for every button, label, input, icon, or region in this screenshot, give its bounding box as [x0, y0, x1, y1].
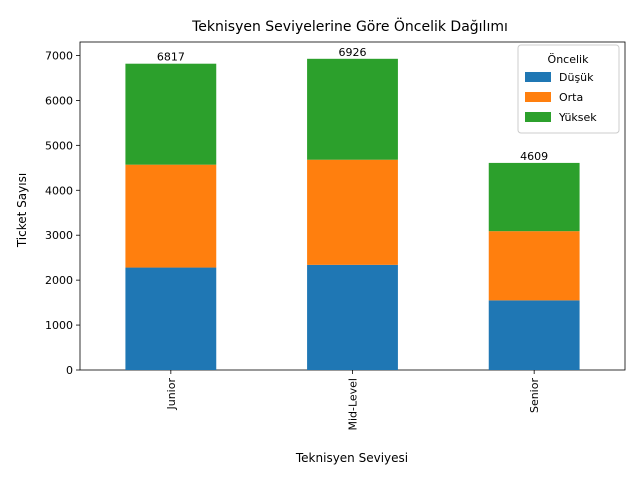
- y-tick-label: 6000: [45, 94, 73, 107]
- bar-mid-level-series-1: [307, 159, 398, 265]
- y-axis: 0 1000 2000 3000 4000 5000 6000 7000: [45, 49, 80, 377]
- x-tick-label: Junior: [165, 378, 178, 411]
- y-tick-label: 1000: [45, 319, 73, 332]
- y-tick-label: 2000: [45, 274, 73, 287]
- y-tick-label: 5000: [45, 139, 73, 152]
- total-labels: 6817 6926 4609: [157, 46, 548, 163]
- x-tick-label: Mid-Level: [347, 378, 360, 431]
- y-tick-label: 0: [66, 364, 73, 377]
- x-axis-label: Teknisyen Seviyesi: [295, 451, 408, 465]
- legend-items: Düşük Orta Yüksek: [525, 71, 597, 124]
- x-tick-label: Senior: [528, 378, 541, 414]
- bar-mid-level-series-2: [307, 58, 398, 160]
- y-axis-label: Ticket Sayısı: [15, 173, 29, 248]
- chart-title: Teknisyen Seviyelerine Göre Öncelik Dağı…: [191, 17, 508, 35]
- y-tick-label: 4000: [45, 184, 73, 197]
- legend-swatch: [525, 72, 551, 82]
- bars: [125, 58, 580, 370]
- bar-senior-series-1: [488, 231, 580, 301]
- legend-swatch: [525, 112, 551, 122]
- total-label: 6817: [157, 51, 185, 64]
- legend-title: Öncelik: [548, 53, 590, 66]
- bar-junior-series-1: [125, 164, 217, 268]
- bar-senior-series-0: [488, 300, 580, 370]
- total-label: 4609: [520, 150, 548, 163]
- legend-label: Yüksek: [558, 111, 597, 124]
- y-tick-label: 7000: [45, 49, 73, 62]
- legend-label: Düşük: [559, 71, 594, 84]
- legend-box: [517, 44, 620, 134]
- bar-junior-series-2: [125, 63, 217, 165]
- bar-junior-series-0: [125, 267, 217, 370]
- bar-senior-series-2: [488, 162, 580, 232]
- legend-label: Orta: [559, 91, 583, 104]
- legend-swatch: [525, 92, 551, 102]
- y-tick-label: 3000: [45, 229, 73, 242]
- total-label: 6926: [339, 46, 367, 59]
- bar-mid-level-series-0: [307, 264, 398, 370]
- x-axis: Junior Mid-Level Senior: [165, 370, 541, 431]
- legend: Öncelik Düşük Orta Yüksek: [517, 44, 620, 134]
